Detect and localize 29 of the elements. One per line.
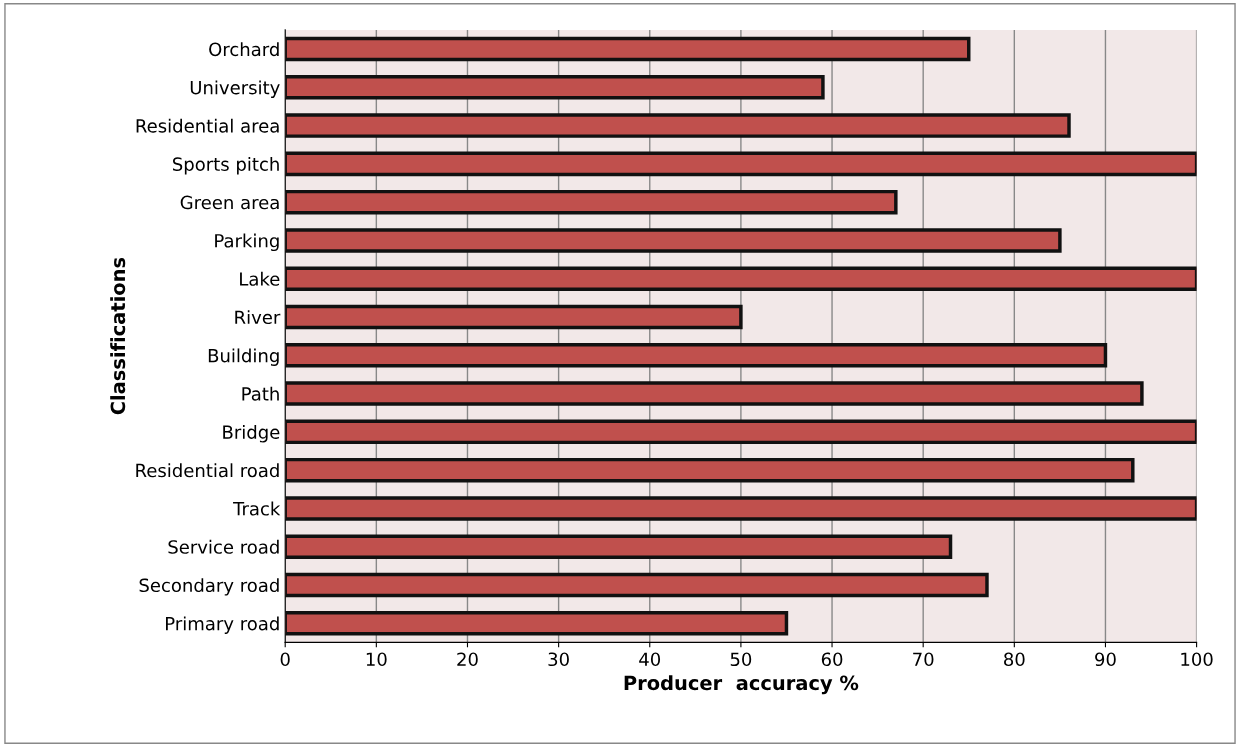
- x-tick-label: 90: [1095, 652, 1116, 667]
- x-axis-title: Producer accuracy %: [624, 675, 859, 695]
- y-tick-label: Parking: [215, 233, 279, 252]
- y-tick-label: Sports pitch: [172, 157, 279, 175]
- y-tick-label: Building: [208, 348, 279, 366]
- x-tick-label: 20: [457, 652, 478, 667]
- y-tick-label: Residential road: [136, 463, 279, 478]
- x-tick-label: 0: [280, 652, 290, 667]
- y-tick-label: Path: [242, 386, 279, 401]
- y-tick-label: Track: [233, 501, 281, 516]
- x-tick-label: 70: [913, 652, 934, 667]
- y-tick-label: Lake: [240, 271, 280, 286]
- x-tick-label: 80: [1004, 652, 1025, 667]
- y-tick-label: Secondary road: [139, 578, 279, 596]
- y-tick-label: River: [235, 310, 281, 325]
- y-tick-label: Primary road: [166, 616, 279, 634]
- y-tick-label: University: [190, 80, 280, 98]
- y-tick-label: Orchard: [209, 42, 279, 57]
- x-tick-label: 40: [639, 652, 661, 667]
- y-tick-label: Service road: [168, 539, 279, 554]
- x-tick-label: 100: [1181, 652, 1213, 667]
- x-tick-label: 30: [548, 652, 569, 667]
- y-axis-title: Classifications: [110, 257, 126, 415]
- y-tick-label: Residential area: [136, 118, 279, 133]
- y-tick-label: Green area: [180, 195, 279, 210]
- x-tick-label: 60: [821, 652, 843, 667]
- x-tick-label: 50: [730, 652, 752, 667]
- y-tick-label: Bridge: [223, 425, 280, 443]
- x-tick-label: 10: [366, 652, 387, 667]
